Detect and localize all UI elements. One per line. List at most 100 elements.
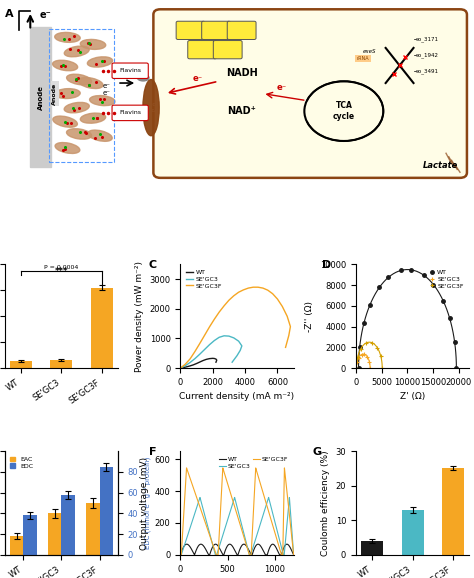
SE'GC3F: [198, 507, 204, 514]
Y-axis label: Power density (mW m⁻²): Power density (mW m⁻²): [135, 261, 144, 372]
Y-axis label: Output voltage (mV): Output voltage (mV): [140, 457, 149, 550]
WT: [203, 356, 209, 363]
Text: NAD⁺: NAD⁺: [227, 106, 256, 116]
Bar: [401, 510, 424, 555]
SE'GC3F: [246, 549, 251, 555]
SE'GC3F: [246, 284, 251, 291]
SE'GC3F: [177, 551, 183, 558]
SE'GC3: [262, 506, 268, 513]
Text: exeS: exeS: [363, 49, 376, 54]
Text: ribA: ribA: [184, 28, 197, 33]
Legend: WT, SE'GC3, SE'GC3F: WT, SE'GC3, SE'GC3F: [183, 268, 224, 291]
SE'GC3F: [283, 344, 288, 351]
Text: F: F: [149, 447, 156, 457]
Line: SE'GC3F: SE'GC3F: [355, 340, 384, 370]
Bar: [86, 503, 100, 555]
FancyBboxPatch shape: [112, 105, 148, 121]
Ellipse shape: [64, 102, 89, 113]
SE'GC3: [354, 359, 360, 366]
SE'GC3F: [286, 332, 292, 339]
SE'GC3: [202, 346, 208, 353]
SE'GC3: [192, 355, 198, 362]
WT: [385, 274, 391, 281]
WT: [376, 284, 382, 291]
SE'GC3: [251, 540, 257, 547]
SE'GC3F: [355, 354, 360, 361]
Ellipse shape: [55, 32, 80, 42]
WT: [291, 551, 297, 558]
Bar: [48, 513, 62, 555]
SE'GC3: [211, 337, 217, 344]
SE'GC3: [177, 365, 183, 372]
WT: [187, 362, 193, 369]
SE'GC3: [198, 498, 204, 505]
Line: WT: WT: [180, 358, 217, 368]
SE'GC3F: [378, 353, 383, 360]
SE'GC3F: [192, 348, 198, 355]
WT: [271, 541, 276, 548]
Bar: [23, 516, 36, 555]
SE'GC3: [266, 494, 272, 501]
SE'GC3: [207, 341, 212, 348]
Text: ribE: ribE: [236, 28, 248, 33]
WT: [207, 355, 212, 362]
SE'GC3F: [250, 284, 256, 291]
SE'GC3F: [226, 297, 232, 303]
Ellipse shape: [137, 75, 149, 81]
Ellipse shape: [55, 143, 80, 153]
SE'GC3F: [354, 365, 359, 372]
WT: [197, 358, 202, 365]
SE'GC3: [231, 335, 237, 342]
X-axis label: Current density (mA m⁻²): Current density (mA m⁻²): [180, 392, 294, 401]
WT: [200, 357, 206, 364]
SE'GC3: [239, 342, 245, 349]
WT: [398, 267, 404, 274]
SE'GC3F: [221, 302, 227, 309]
WT: [440, 298, 446, 305]
WT: [191, 361, 196, 368]
SE'GC3: [356, 354, 362, 361]
Line: SE'GC3: SE'GC3: [180, 336, 242, 368]
WT: [181, 364, 186, 371]
Bar: [50, 360, 73, 368]
WT: [246, 546, 251, 553]
WT: [211, 355, 217, 362]
WT: [447, 314, 453, 321]
SE'GC3F: [379, 365, 385, 372]
Text: e⁻: e⁻: [276, 83, 287, 92]
SE'GC3: [177, 551, 183, 558]
SE'GC3F: [270, 290, 275, 297]
Text: Flavins: Flavins: [119, 68, 141, 73]
Line: WT: WT: [180, 544, 294, 555]
WT: [454, 365, 459, 372]
Y-axis label: EDC (mmol e⁻ g⁻¹ protein): EDC (mmol e⁻ g⁻¹ protein): [144, 457, 151, 549]
Ellipse shape: [88, 130, 112, 142]
Line: SE'GC3: SE'GC3: [354, 352, 372, 370]
Ellipse shape: [53, 116, 77, 127]
SE'GC3: [367, 365, 373, 372]
SE'GC3F: [202, 332, 208, 339]
Ellipse shape: [66, 129, 91, 139]
SE'GC3F: [211, 316, 217, 323]
SE'GC3F: [274, 295, 280, 302]
Text: so_3171: so_3171: [416, 36, 439, 42]
Ellipse shape: [80, 39, 106, 49]
Ellipse shape: [143, 80, 159, 136]
FancyBboxPatch shape: [213, 40, 242, 59]
Bar: [100, 466, 113, 555]
FancyBboxPatch shape: [202, 21, 230, 39]
SE'GC3: [197, 351, 202, 358]
SE'GC3: [187, 359, 193, 366]
SE'GC3: [226, 332, 232, 339]
SE'GC3F: [358, 345, 364, 352]
SE'GC3: [366, 358, 372, 365]
SE'GC3F: [184, 465, 190, 472]
SE'GC3F: [231, 292, 237, 299]
SE'GC3: [237, 347, 243, 354]
Legend: WT, SE'GC3, SE'GC3F: WT, SE'GC3, SE'GC3F: [427, 268, 466, 291]
Y-axis label: -Z'' (Ω): -Z'' (Ω): [305, 301, 314, 332]
SE'GC3F: [216, 309, 222, 316]
SE'GC3: [365, 354, 370, 361]
Text: e⁻: e⁻: [193, 75, 203, 83]
Text: e⁻: e⁻: [103, 90, 111, 97]
